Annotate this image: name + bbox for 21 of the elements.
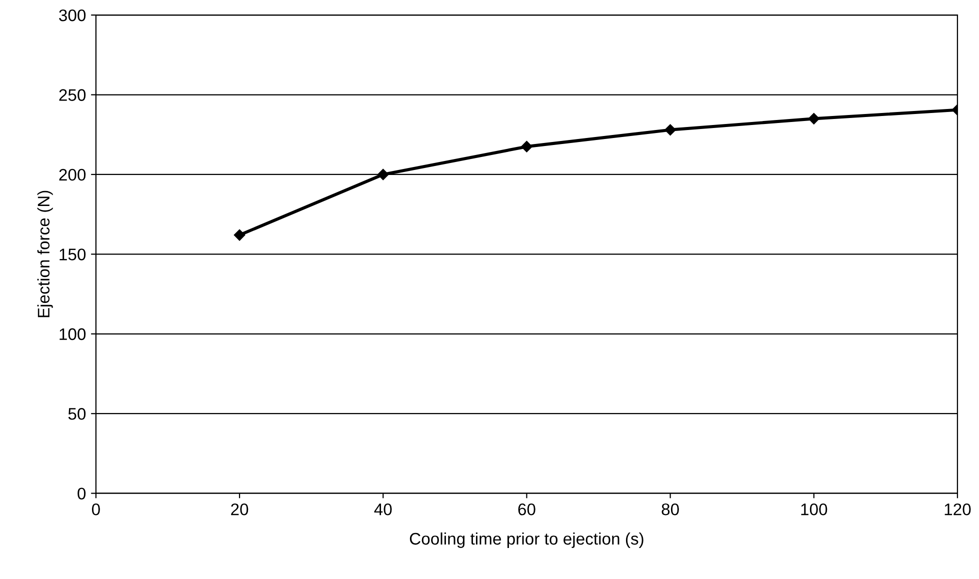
point (521, 140, 532, 152)
x-tick-label: 20 (231, 503, 248, 516)
point (808, 113, 820, 124)
x-tick-label: 40 (374, 503, 392, 516)
x-tick-label: 0 (92, 503, 100, 516)
point (664, 124, 676, 136)
point (234, 229, 246, 241)
y-axis-title: Ejection force (N) (37, 190, 53, 318)
x-tick-label: 120 (944, 503, 971, 516)
x-tick-label: 80 (662, 503, 679, 516)
y-tick-label: 50 (68, 408, 86, 420)
y-tick-label: 300 (59, 9, 86, 22)
x-tick-label: 60 (518, 503, 536, 516)
y-tick-label: 100 (60, 328, 86, 340)
y-tick-label: 200 (59, 168, 86, 181)
y-tick-label: 250 (59, 89, 86, 101)
y-tick-label: 150 (60, 248, 86, 260)
y-tick-label: 0 (78, 488, 86, 500)
x-axis-title: Cooling time prior to ejection (s) (410, 532, 644, 548)
point (378, 168, 389, 180)
x-tick-label: 100 (801, 503, 828, 516)
